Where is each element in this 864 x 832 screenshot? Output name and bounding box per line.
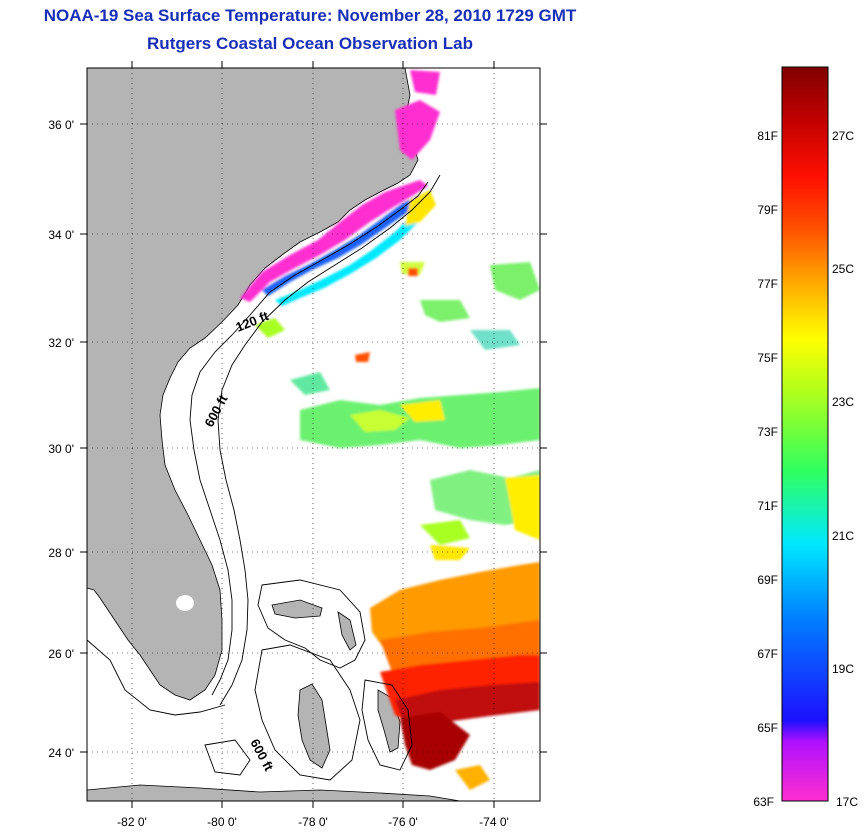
lat-tick-label: 30 0' [48, 442, 74, 456]
contour-great-bahama-bank [254, 644, 361, 781]
lon-tick-label: -74 0' [479, 815, 509, 829]
colorbar-label-c: 17C [836, 795, 858, 809]
colorbar-label-f: 69F [757, 573, 778, 587]
colorbar-label-c: 27C [832, 129, 854, 143]
lat-tick-label: 34 0' [48, 228, 74, 242]
colorbar-label-f: 71F [757, 499, 778, 513]
lat-tick-label: 28 0' [48, 546, 74, 560]
contour-keys [87, 639, 226, 716]
colorbar-label-c: 23C [832, 395, 854, 409]
colorbar-label-f: 75F [757, 351, 778, 365]
lake-okeechobee [176, 595, 194, 611]
contour-cay-sal [204, 739, 251, 776]
lat-tick-label: 36 0' [48, 118, 74, 132]
colorbar-label-f: 63F [753, 795, 774, 809]
land-us-east-coast [87, 68, 419, 701]
land-bahamas-andros [297, 683, 331, 769]
colorbar-label-f: 81F [757, 129, 778, 143]
map-grid [87, 68, 540, 801]
colorbar-label-c: 19C [832, 662, 854, 676]
colorbar-label-f: 77F [757, 277, 778, 291]
colorbar-label-c: 21C [832, 529, 854, 543]
contour-bahamas-bank [257, 579, 366, 669]
lon-tick-label: -76 0' [388, 815, 418, 829]
land-bahamas-grand [271, 599, 323, 619]
colorbar [781, 66, 829, 802]
lon-tick-label: -82 0' [117, 815, 147, 829]
land-cuba [87, 784, 461, 801]
colorbar-label-f: 79F [757, 203, 778, 217]
lon-tick-label: -78 0' [298, 815, 328, 829]
contour-600ft [217, 174, 441, 706]
land-bahamas-abaco [337, 611, 357, 651]
contour-exuma [361, 679, 413, 771]
map-subtitle: Rutgers Coastal Ocean Observation Lab [147, 34, 473, 53]
lon-tick-label: -80 0' [207, 815, 237, 829]
map-tick-marks [80, 61, 547, 808]
lat-tick-label: 26 0' [48, 647, 74, 661]
lat-tick-label: 32 0' [48, 336, 74, 350]
colorbar-label-f: 65F [757, 721, 778, 735]
contour-120ft [189, 181, 429, 696]
colorbar-label-f: 73F [757, 425, 778, 439]
lat-tick-label: 24 0' [48, 746, 74, 760]
map-title: NOAA-19 Sea Surface Temperature: Novembe… [43, 6, 577, 25]
colorbar-label-f: 67F [757, 647, 778, 661]
colorbar-label-c: 25C [832, 262, 854, 276]
